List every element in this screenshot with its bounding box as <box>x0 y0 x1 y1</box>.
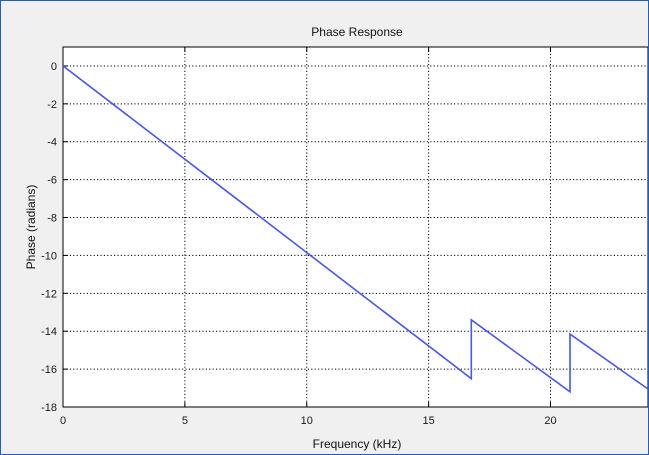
y-tick-label: 0 <box>51 61 57 73</box>
y-tick-label: -14 <box>41 326 57 338</box>
y-tick-label: -16 <box>41 364 57 376</box>
y-tick-label: -2 <box>47 99 57 111</box>
x-tick-label: 0 <box>60 415 66 427</box>
series-layer <box>62 65 648 394</box>
phase-series-line <box>62 65 648 394</box>
y-tick-label: -6 <box>47 175 57 187</box>
x-tick-label: 20 <box>544 415 556 427</box>
grid <box>63 47 648 407</box>
x-tick-label: 5 <box>182 415 188 427</box>
x-axis-label: Frequency (kHz) <box>313 437 402 451</box>
x-tick-label: 10 <box>301 415 313 427</box>
y-axis-label: Phase (radians) <box>24 185 38 270</box>
plot-area <box>62 46 648 408</box>
y-tick-label: -4 <box>47 137 57 149</box>
x-tick-label: 15 <box>423 415 435 427</box>
y-tick-label: -8 <box>47 213 57 225</box>
y-tick-label: -18 <box>41 402 57 414</box>
axis-ticks: 0 5 10 15 20 0 -2 -4 -6 -8 -10 -12 -14 -16 -18 <box>41 47 557 427</box>
y-tick-label: -12 <box>41 288 57 300</box>
chart-title: Phase Response <box>311 25 403 39</box>
y-tick-label: -10 <box>41 250 57 262</box>
